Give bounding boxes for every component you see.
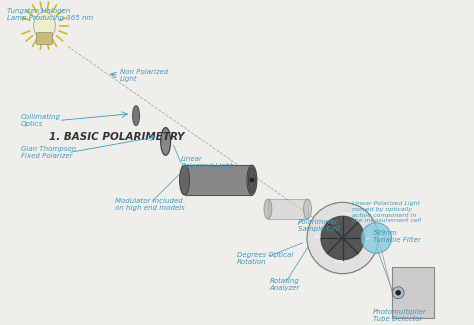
Circle shape [396,290,401,295]
Text: Rotating
Analyzer: Rotating Analyzer [270,278,300,291]
Text: 0: 0 [366,237,369,241]
Text: 180: 180 [314,235,322,239]
Bar [184,165,252,195]
Text: Tungsten Halogen
Lamp Producing 365 nm: Tungsten Halogen Lamp Producing 365 nm [7,8,93,21]
Text: 1. BASIC POLARIMETRY: 1. BASIC POLARIMETRY [49,132,185,142]
Ellipse shape [34,12,55,40]
Circle shape [250,178,254,182]
Text: Polarimeter
Sample Cell: Polarimeter Sample Cell [298,219,340,232]
Text: +100: +100 [341,212,353,215]
Ellipse shape [180,165,190,195]
Ellipse shape [303,199,311,219]
FancyBboxPatch shape [36,32,53,45]
Bar [392,267,434,318]
Text: Photomultiplier
Tube Detector: Photomultiplier Tube Detector [373,309,427,322]
Ellipse shape [264,199,272,219]
Text: 589nm
Tunable Filter: 589nm Tunable Filter [373,230,421,243]
Ellipse shape [248,167,255,193]
Text: Modulator included
on high end models: Modulator included on high end models [115,198,185,211]
Text: Linear
Polarized Light: Linear Polarized Light [181,156,233,169]
Circle shape [321,216,365,260]
Text: Linear Polarized Light
moved by optically
active component in
the measurement ce: Linear Polarized Light moved by opticall… [352,201,421,224]
Ellipse shape [133,106,139,125]
Text: -100: -100 [333,260,343,265]
Circle shape [307,202,378,274]
Text: Non Polarized
Light: Non Polarized Light [120,69,168,82]
Circle shape [392,287,404,299]
Text: Collimating
Optics: Collimating Optics [21,114,61,127]
Ellipse shape [247,165,257,195]
Text: Degrees Optical
Rotation: Degrees Optical Rotation [237,253,293,266]
Circle shape [361,223,392,253]
Bar [268,199,308,219]
Ellipse shape [161,127,171,155]
Text: Glan Thompson
Fixed Polarizer: Glan Thompson Fixed Polarizer [21,146,76,159]
